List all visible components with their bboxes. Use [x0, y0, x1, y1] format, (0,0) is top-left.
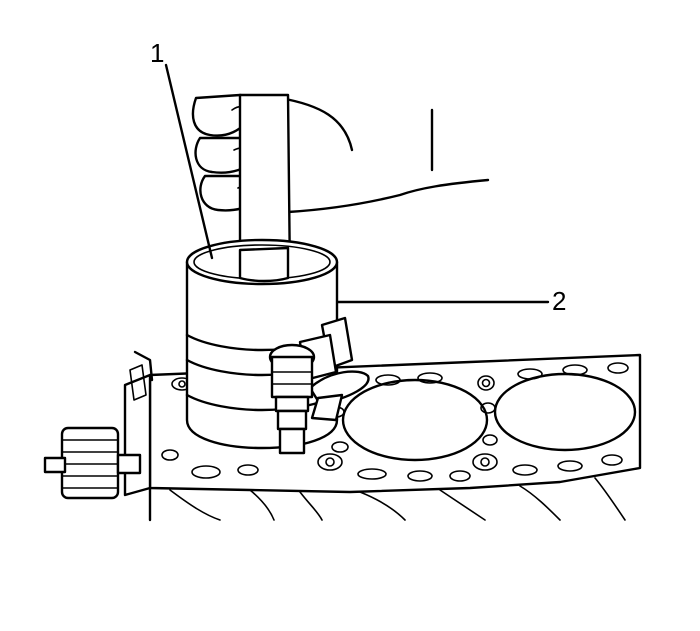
callout-1-label: 1 [150, 38, 164, 68]
timing-sprocket [43, 350, 154, 500]
callout-2-label: 2 [552, 286, 566, 316]
hand [191, 93, 490, 260]
piston-ring-compressor [185, 238, 370, 455]
callout-leaders [164, 63, 550, 304]
